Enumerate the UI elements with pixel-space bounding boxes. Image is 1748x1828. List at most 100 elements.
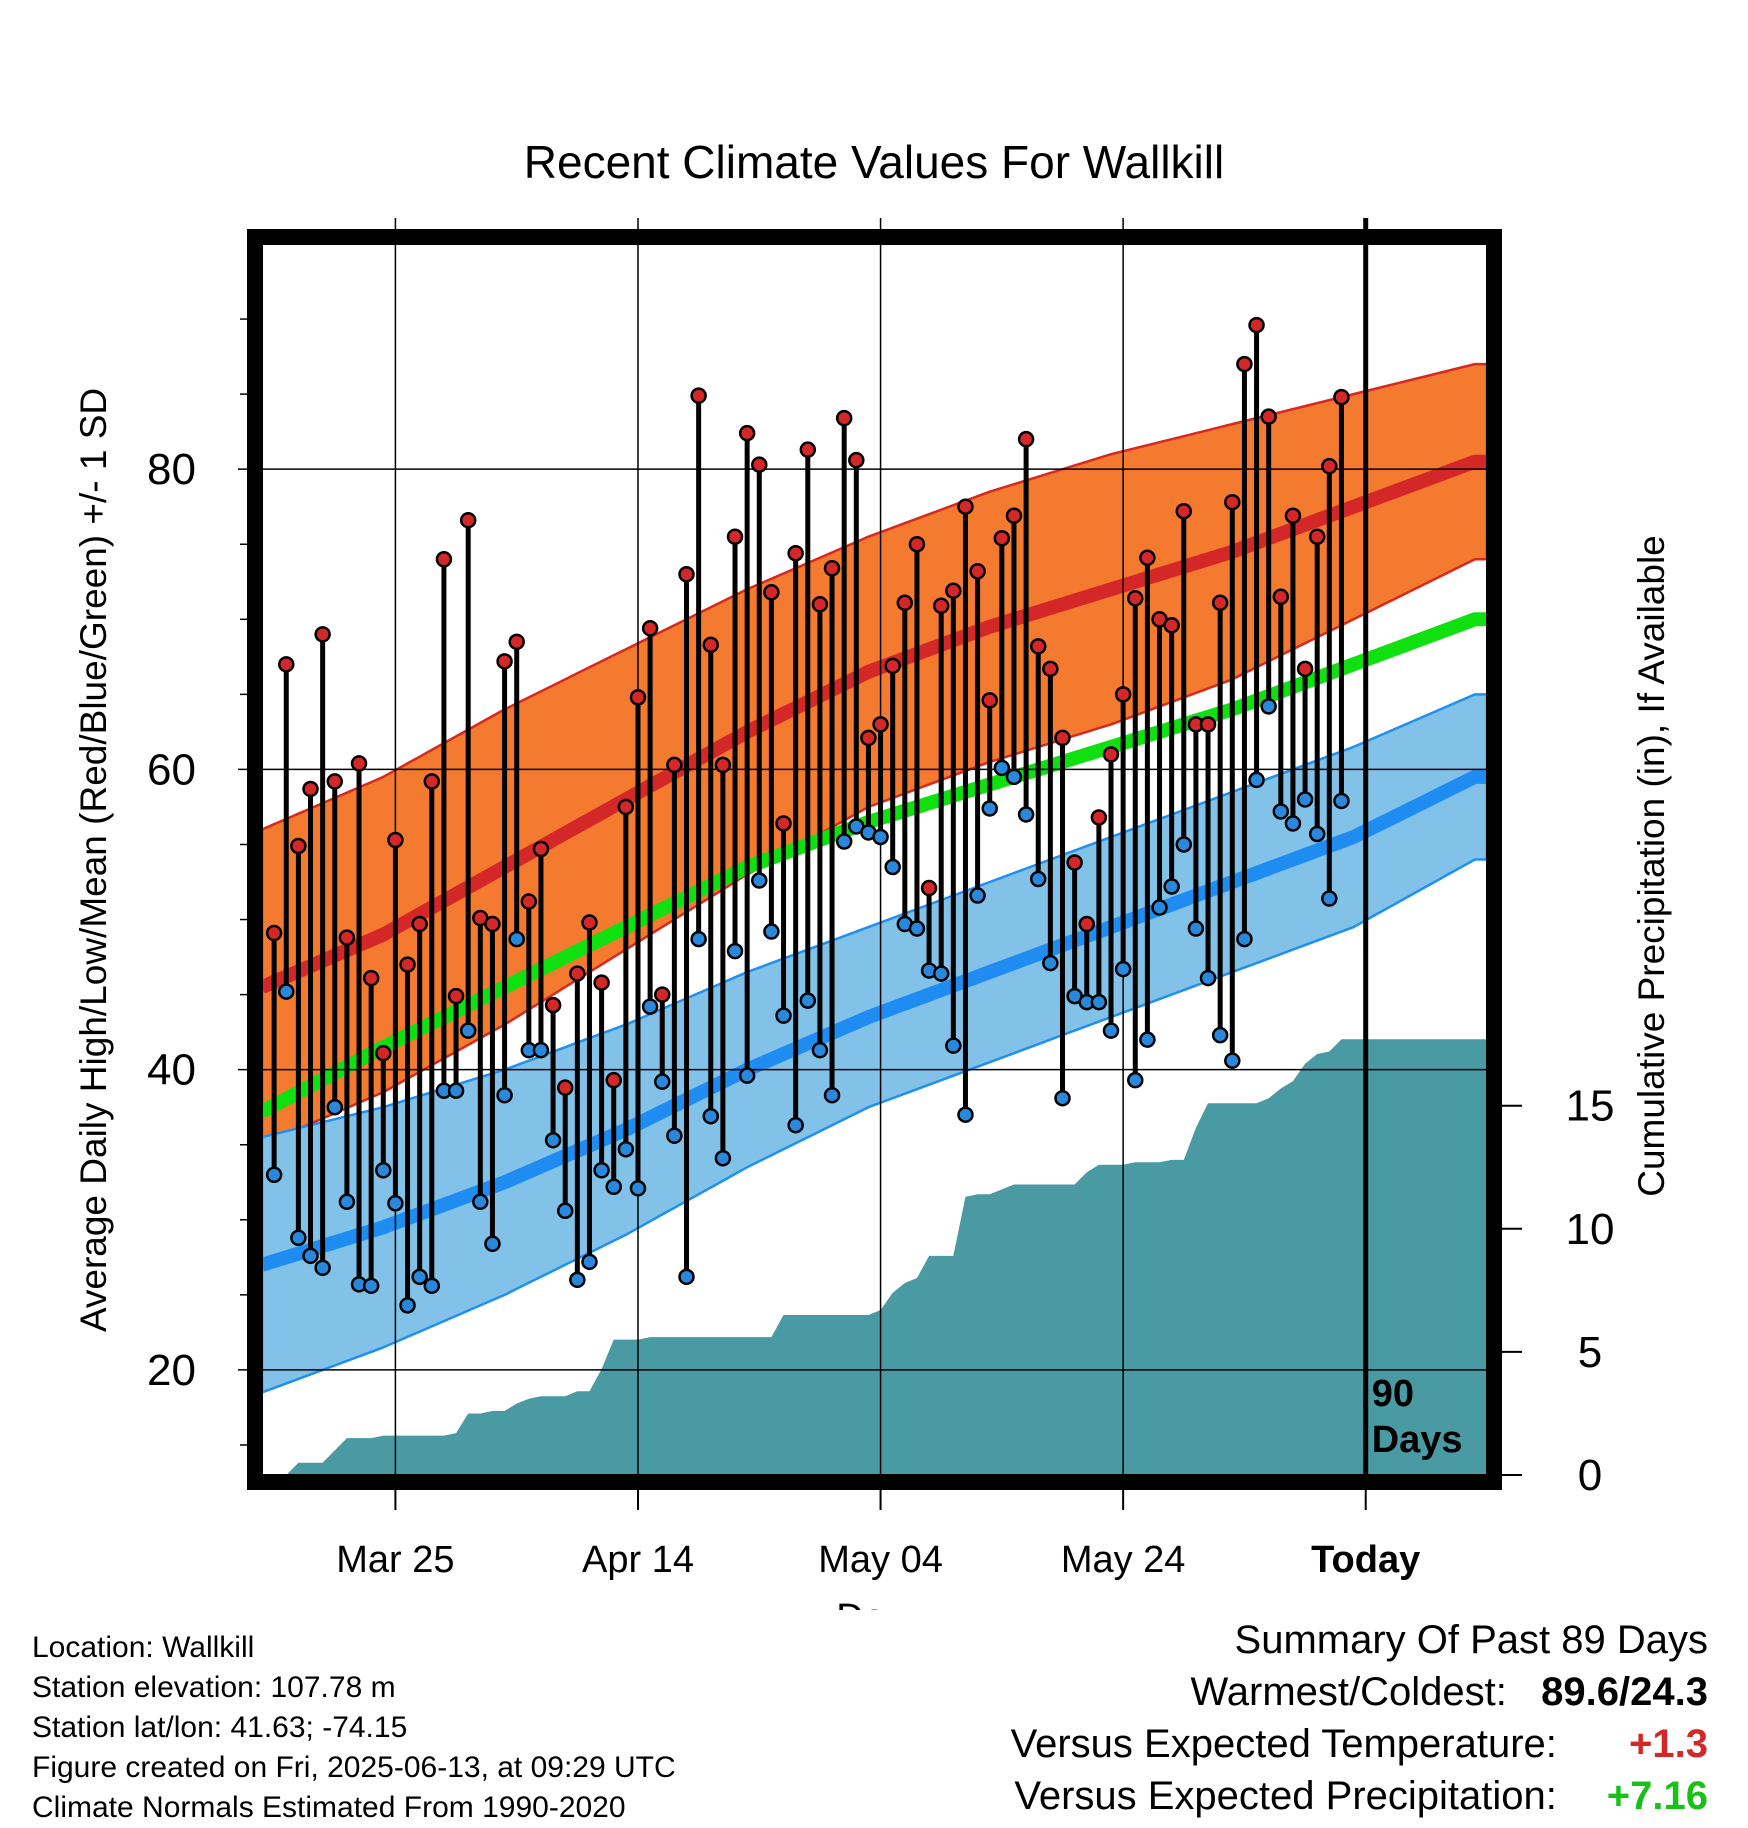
y2-tick-label: 5 (1578, 1328, 1602, 1377)
daily-low-point (1284, 815, 1302, 832)
daily-low-point (459, 1022, 477, 1039)
daily-low-point (702, 1107, 720, 1125)
daily-low-point (1308, 825, 1326, 843)
daily-high-point (290, 837, 307, 855)
daily-low-point (1114, 960, 1132, 978)
daily-low-point (726, 942, 744, 960)
daily-high-point (278, 656, 295, 673)
daily-high-point (362, 969, 380, 987)
daily-high-point (1248, 316, 1265, 334)
daily-low-point (678, 1268, 695, 1286)
daily-high-point (653, 986, 671, 1003)
daily-high-point (375, 1044, 392, 1062)
daily-low-point (690, 930, 707, 948)
daily-high-point (1054, 729, 1071, 747)
daily-high-point (1090, 809, 1108, 826)
daily-high-point (823, 560, 841, 577)
daily-high-point (1066, 854, 1083, 871)
daily-low-point (472, 1193, 489, 1211)
daily-high-point (338, 929, 356, 946)
daily-high-point (751, 456, 768, 473)
daily-low-point (1127, 1071, 1144, 1089)
daily-high-point (314, 626, 331, 643)
precip-anomaly-label: Versus Expected Precipitation: (1014, 1774, 1557, 1818)
daily-low-point (593, 1162, 610, 1179)
daily-low-point (1042, 954, 1059, 972)
daily-high-point (1308, 528, 1326, 545)
daily-high-point (569, 965, 586, 982)
daily-low-point (787, 1116, 804, 1134)
daily-high-point (884, 657, 901, 675)
daily-low-point (1224, 1052, 1241, 1069)
daily-high-point (399, 956, 416, 973)
daily-high-point (738, 424, 756, 442)
daily-high-point (1017, 430, 1035, 448)
daily-low-point (835, 833, 853, 850)
daily-high-point (350, 755, 368, 772)
daily-high-point (435, 551, 453, 568)
precip-anomaly-value: +7.16 (1606, 1774, 1708, 1818)
daily-high-point (1333, 388, 1350, 406)
daily-high-point (981, 692, 998, 709)
daily-low-point (605, 1178, 622, 1196)
warmest-coldest-row: Warmest/Coldest: 89.6/24.3 (1011, 1666, 1709, 1718)
daily-high-point (666, 756, 683, 774)
daily-high-point (1224, 493, 1241, 511)
daily-low-point (1017, 806, 1035, 823)
chart-title: Recent Climate Values For Wallkill (524, 136, 1224, 188)
daily-low-point (411, 1268, 428, 1286)
daily-low-point (338, 1193, 356, 1211)
x-axis-label: Day (836, 1597, 904, 1610)
daily-high-point (302, 780, 319, 798)
daily-high-point (605, 1071, 622, 1089)
daily-low-point (1163, 878, 1180, 895)
daily-high-point (1163, 617, 1180, 634)
daily-low-point (532, 1041, 550, 1059)
daily-high-point (920, 879, 938, 897)
daily-high-point (1029, 638, 1047, 655)
temp-anomaly-row: Versus Expected Temperature: +1.3 (1011, 1718, 1708, 1770)
daily-low-point (556, 1202, 574, 1220)
daily-high-point (496, 653, 513, 670)
daily-low-point (1272, 803, 1290, 820)
daily-high-point (702, 636, 720, 654)
daily-low-point (993, 759, 1011, 777)
daily-low-point (1236, 930, 1253, 948)
daily-observations (265, 316, 1350, 1314)
daily-low-point (508, 930, 525, 948)
daily-high-point (1199, 716, 1217, 733)
daily-low-point (1139, 1031, 1156, 1048)
daily-low-point (969, 887, 986, 904)
daily-low-point (278, 983, 295, 1000)
daily-high-point (1005, 507, 1023, 524)
daily-low-point (1151, 899, 1168, 916)
x-tick-label: Apr 14 (582, 1539, 694, 1581)
daily-high-point (860, 729, 877, 747)
daily-high-point (993, 529, 1011, 547)
daily-high-point (763, 584, 780, 601)
daily-high-point (556, 1079, 574, 1096)
daily-low-point (751, 872, 768, 889)
daily-high-point (872, 716, 889, 733)
daily-high-point (1102, 746, 1120, 763)
daily-low-point (714, 1149, 732, 1167)
daily-low-point (569, 1271, 586, 1289)
x-tick-label: May 04 (818, 1539, 943, 1581)
daily-high-point (714, 756, 732, 774)
daily-low-point (1029, 870, 1047, 888)
y2-axis-label: Cumulative Precipitation (in), If Availa… (1631, 535, 1672, 1197)
daily-low-point (666, 1127, 683, 1144)
warmest-coldest-value: 89.6/24.3 (1541, 1670, 1708, 1714)
location-text: Location: Wallkill (32, 1631, 255, 1664)
low-normal-line (262, 769, 1487, 1272)
y-tick-label: 80 (147, 445, 196, 494)
y-tick-label: 60 (147, 745, 196, 794)
summary-heading: Summary Of Past 89 Days (1234, 1618, 1708, 1662)
daily-low-point (957, 1106, 974, 1123)
daily-high-point (1114, 686, 1132, 703)
daily-low-point (823, 1086, 841, 1104)
normals-note-text: Climate Normals Estimated From 1990-2020 (32, 1791, 626, 1824)
daily-high-point (1236, 355, 1253, 373)
daily-high-point (617, 798, 635, 816)
plot-frame (247, 229, 1502, 1490)
